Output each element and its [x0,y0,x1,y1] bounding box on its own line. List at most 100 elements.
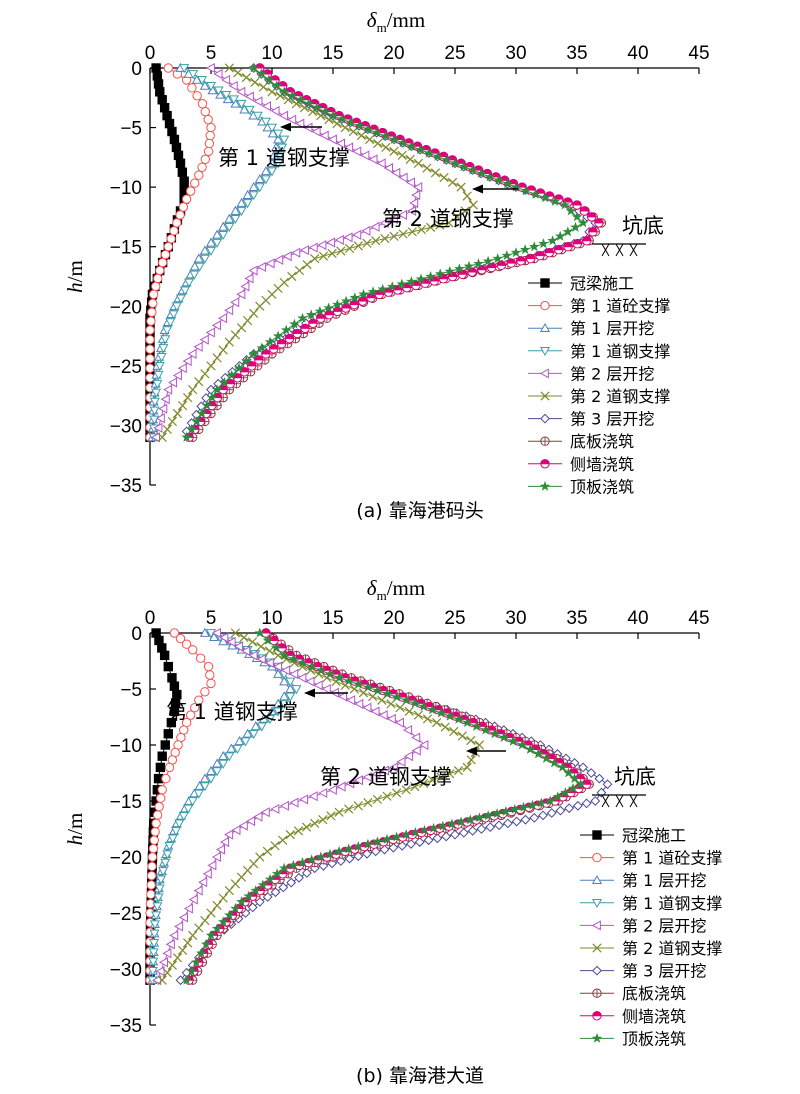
data-point [248,265,258,276]
data-point [242,315,253,326]
data-point [149,920,160,930]
data-point [560,787,571,798]
data-point [368,154,378,165]
data-point [547,235,558,246]
data-point [352,229,362,240]
data-point [311,102,322,113]
data-point [205,82,217,92]
data-point [153,79,164,89]
data-point [258,713,269,723]
y-tick-label: −30 [110,960,142,981]
data-point [388,134,400,144]
data-point [226,743,237,753]
data-point [540,192,551,203]
arrow-head [304,688,315,698]
data-point [200,106,211,117]
data-point [425,222,436,232]
data-point [206,392,218,403]
data-point [224,337,234,347]
data-point [405,154,415,164]
data-point [410,827,421,837]
data-point [158,867,169,877]
data-point [260,166,271,176]
legend-label: 底板浇筑 [570,432,634,451]
data-point [247,902,258,913]
data-point [262,634,274,645]
y-tick-label: 0 [131,59,142,80]
data-point [201,400,213,411]
data-point [492,253,503,264]
data-point [335,138,345,149]
data-point [422,714,433,724]
legend-label: 顶板浇筑 [570,477,634,496]
data-point [373,138,383,149]
data-point [162,424,172,435]
data-point [181,639,192,649]
data-point [188,385,198,395]
annotation-text: 第 1 道钢支撑 [166,700,298,724]
data-point [157,95,167,105]
data-point [453,713,464,724]
y-tick-label: −10 [110,736,142,757]
data-point [160,249,171,260]
data-point [224,885,234,896]
data-point [476,824,487,834]
data-point [413,158,424,168]
data-point [146,316,156,326]
data-point [153,422,163,433]
data-point [148,289,159,300]
data-point [248,191,259,201]
data-point [530,188,541,199]
data-point [327,784,337,795]
data-point [372,685,383,696]
data-point [371,236,381,246]
data-point [411,190,421,201]
data-point [149,835,159,845]
data-point [260,117,271,127]
legend-label: 第 1 道钢支撑 [622,894,722,913]
data-point [407,227,417,237]
data-point [211,923,223,934]
data-point [263,74,275,85]
data-point [230,330,241,340]
data-point [480,724,491,735]
data-point [315,664,327,675]
annotation-text: 坑底 [622,214,664,238]
data-point [370,706,380,717]
data-point [175,210,185,220]
data-point [166,234,176,244]
data-point [544,795,556,806]
data-point [188,930,198,941]
data-point [267,128,278,138]
data-point [151,63,161,73]
y-tick-label: −35 [110,476,142,497]
data-point [205,929,217,940]
data-point [236,896,247,907]
data-point [407,205,417,217]
data-point [219,632,229,643]
data-point [287,114,297,125]
data-point [372,794,383,805]
data-point [230,205,241,215]
data-point [181,431,192,442]
data-point [155,762,166,773]
data-point [518,801,529,812]
series-9 [184,628,592,985]
chart-caption: (b) 靠海港大道 [356,1065,484,1087]
legend-label: 侧墙浇筑 [622,1007,686,1026]
data-point [288,859,299,870]
data-point [206,361,216,371]
data-point [150,432,160,443]
data-point [362,848,372,859]
annotation-text: 第 2 道钢支撑 [320,765,452,789]
data-point [567,782,579,793]
data-point [206,678,216,689]
data-point [436,772,446,782]
data-point [397,137,408,148]
x-tick-label: 45 [688,608,709,629]
data-point [297,657,308,668]
data-point [213,68,223,80]
data-point [161,773,171,784]
data-point [345,778,355,789]
data-point [224,305,234,316]
